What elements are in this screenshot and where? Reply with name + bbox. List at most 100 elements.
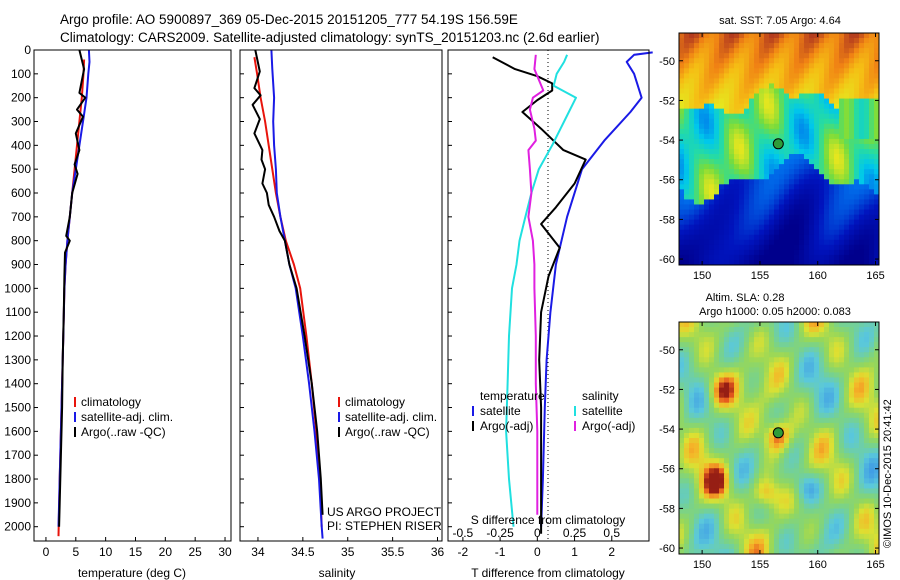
map-cell [679,327,685,333]
map-cell [684,367,690,373]
map-cell [729,118,735,125]
map-cell [779,118,785,125]
map-cell [679,538,685,545]
map-cell [734,422,740,429]
map-cell [709,63,715,69]
map-cell [874,417,880,424]
map-cell [694,118,700,125]
map-cell [694,443,700,449]
map-cell [694,382,700,388]
map-cell [759,63,765,69]
map-cell [734,548,740,555]
map-cell [689,533,695,540]
map-cell [814,68,820,74]
map-cell [779,88,785,94]
map-cell [824,422,830,429]
map-cell [689,453,695,459]
map-cell [759,249,765,256]
map-cell [809,189,815,195]
map-cell [809,53,815,59]
map-cell [694,244,700,251]
map-cell [689,164,695,170]
map-cell [819,493,825,499]
map-cell [794,538,800,545]
map-cell [719,93,725,99]
map-cell [794,342,800,348]
map-cell [789,357,795,363]
map-cell [794,463,800,469]
map-cell [709,88,715,94]
map-cell [719,543,725,550]
map-cell [689,63,695,69]
map-cell [849,138,855,145]
map-cell [804,38,810,44]
map-cell [754,214,760,221]
map-cell [839,372,845,378]
map-cell [729,387,735,394]
map-cell [744,422,750,429]
map-cell [794,83,800,89]
sst-map-title: sat. SST: 7.05 Argo: 4.64 [719,15,841,27]
map-cell [789,143,795,150]
map-cell [854,38,860,44]
map-cell [804,473,810,479]
map-cell [679,382,685,388]
map-cell [849,397,855,404]
map-cell [704,204,710,210]
map-cell [819,219,825,226]
map-cell [874,118,880,125]
map-cell [704,357,710,363]
map-cell [799,149,805,155]
map-cell [689,412,695,419]
map-cell [829,123,835,130]
map-cell [859,382,865,388]
map-cell [854,149,860,155]
map-cell [759,169,765,175]
map-cell [734,513,740,520]
map-cell [724,427,730,434]
map-cell [779,189,785,195]
map-cell [874,63,880,69]
map-cell [799,254,805,261]
map-cell [834,259,840,266]
map-cell [784,123,790,130]
map-cell [844,219,850,226]
map-cell [809,138,815,145]
map-cell [784,337,790,343]
map-cell [734,372,740,378]
map-cell [849,149,855,155]
map-cell [689,498,695,504]
map-cell [789,478,795,484]
map-cell [794,229,800,236]
map-cell [804,387,810,394]
map-cell [859,209,865,215]
map-cell [769,199,775,205]
map-cell [854,58,860,64]
map-cell [809,468,815,474]
map-cell [754,219,760,226]
map-cell [699,204,705,210]
map-cell [704,128,710,135]
map-cell [774,184,780,190]
map-cell [714,438,720,444]
map-cell [684,214,690,221]
map-cell [714,149,720,155]
map-cell [844,128,850,135]
map-cell [694,483,700,489]
map-cell [749,73,755,79]
map-cell [759,33,765,39]
map-cell [724,149,730,155]
map-cell [744,528,750,535]
map-cell [739,204,745,210]
map-cell [869,63,875,69]
map-cell [819,239,825,246]
map-cell [749,488,755,494]
map-cell [799,224,805,231]
map-cell [729,159,735,165]
map-cell [794,412,800,419]
map-cell [734,407,740,414]
map-cell [769,43,775,49]
map-cell [739,159,745,165]
map-cell [724,239,730,246]
map-cell [839,387,845,394]
